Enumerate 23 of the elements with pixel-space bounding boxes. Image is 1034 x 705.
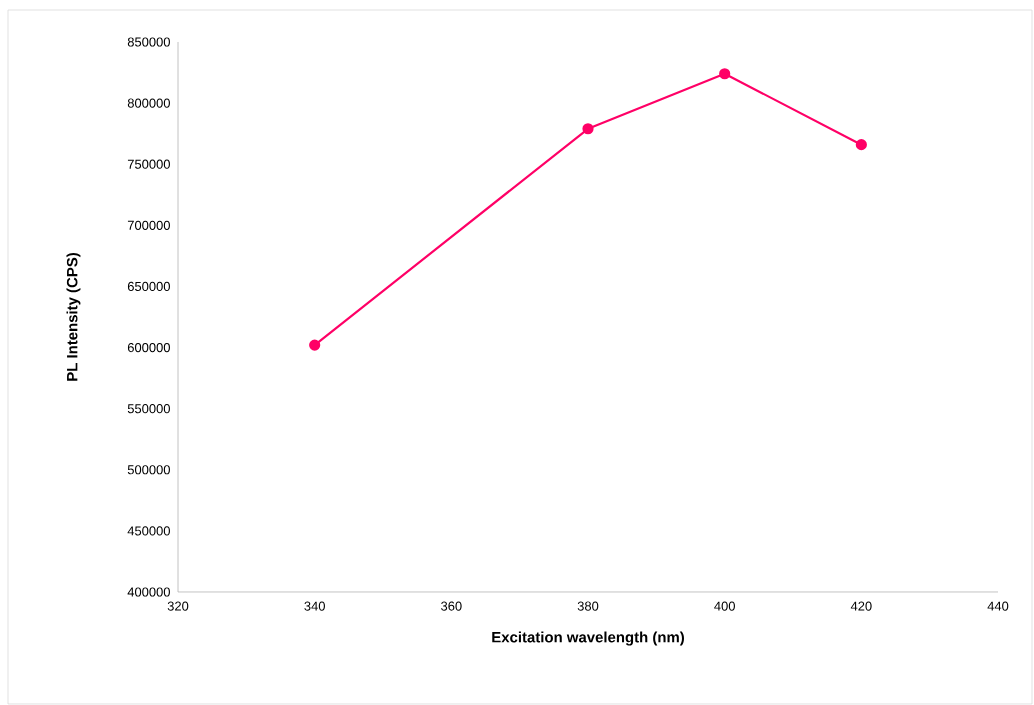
x-tick-label: 380 bbox=[577, 601, 599, 611]
point bbox=[582, 123, 594, 135]
x-tick-label: 400 bbox=[714, 601, 735, 611]
x-tick-label: 340 bbox=[304, 601, 325, 611]
x-tick-label: 320 bbox=[167, 601, 189, 611]
y-axis-title: PL Intensity (CPS) bbox=[66, 252, 81, 381]
point bbox=[855, 139, 867, 151]
y-tick-label: 750000 bbox=[127, 159, 170, 169]
y-tick-label: 550000 bbox=[127, 404, 170, 414]
point bbox=[719, 68, 731, 80]
x-tick-label: 360 bbox=[441, 601, 462, 611]
y-tick-label: 700000 bbox=[127, 220, 170, 230]
y-tick-label: 500000 bbox=[127, 465, 170, 475]
y-tick-label: 850000 bbox=[127, 37, 170, 47]
x-axis-title: Excitation wavelength (nm) bbox=[492, 631, 684, 646]
y-tick-label: 650000 bbox=[127, 281, 170, 292]
y-tick-label: 600000 bbox=[127, 342, 170, 353]
x-tick-label: 440 bbox=[987, 601, 1009, 611]
y-tick-label: 400000 bbox=[127, 587, 170, 597]
x-tick-label: 420 bbox=[850, 601, 872, 611]
y-tick-label: 450000 bbox=[127, 526, 170, 536]
y-tick-label: 800000 bbox=[127, 98, 170, 108]
point bbox=[309, 339, 321, 351]
